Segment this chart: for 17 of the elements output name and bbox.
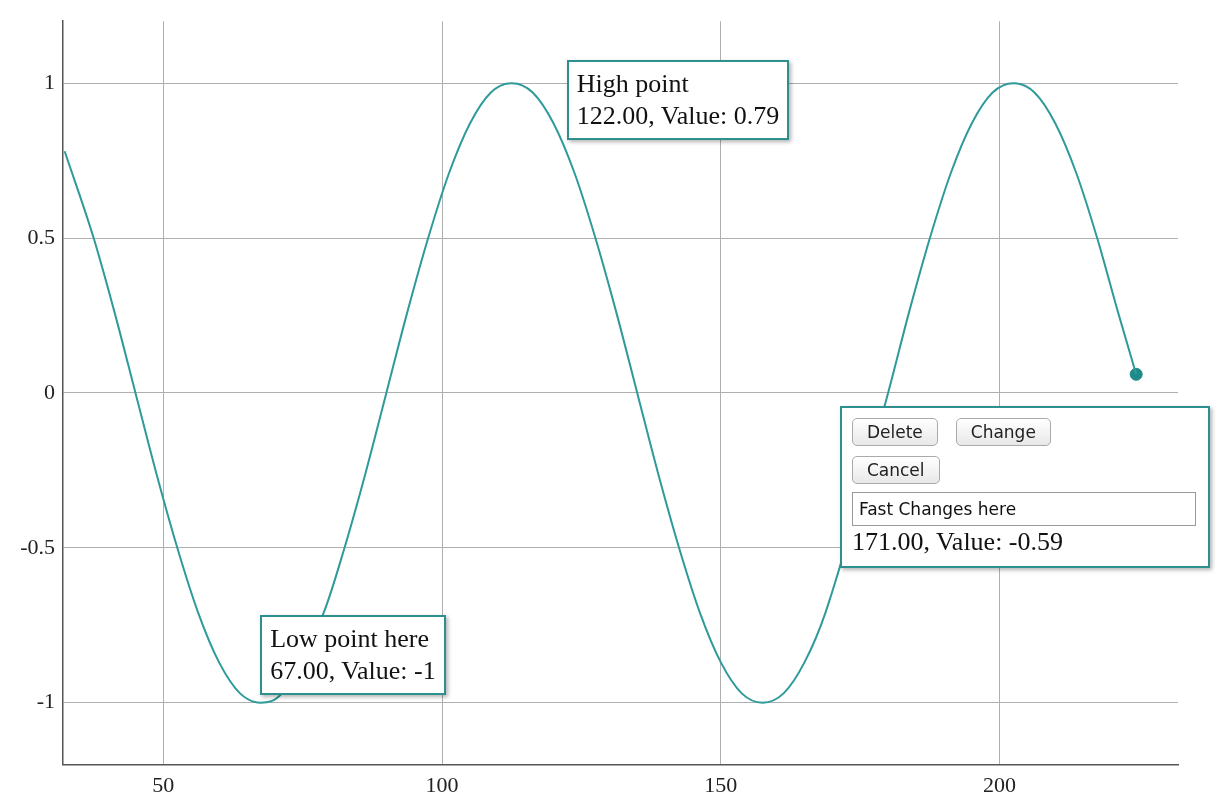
annotation: Change: [955, 417, 1051, 446]
annotation: Delete: [851, 417, 938, 446]
x-tick-label: 100: [425, 771, 459, 797]
x-tick-label: 200: [983, 771, 1017, 797]
y-tick-label: 0: [44, 378, 55, 404]
y-tick-label: 0.5: [27, 223, 55, 249]
callout-box: Low point here 67.00, Value: -1: [260, 614, 446, 695]
x-tick-label: 150: [704, 771, 738, 797]
callout-box: High point 122.00, Value: 0.79: [566, 60, 790, 141]
y-tick-label: -1: [36, 688, 55, 714]
y-tick-label: -0.5: [20, 533, 55, 559]
annotation: Low point here 67.00, Value: -1: [270, 622, 436, 687]
annotation: Cancel: [851, 455, 940, 484]
annotation: High point 122.00, Value: 0.79: [576, 68, 780, 133]
x-tick-label: 50: [152, 771, 175, 797]
annotation: Fast Changes here 171.00, Value: -0.59: [851, 497, 1065, 558]
y-tick-label: 1: [44, 68, 55, 94]
